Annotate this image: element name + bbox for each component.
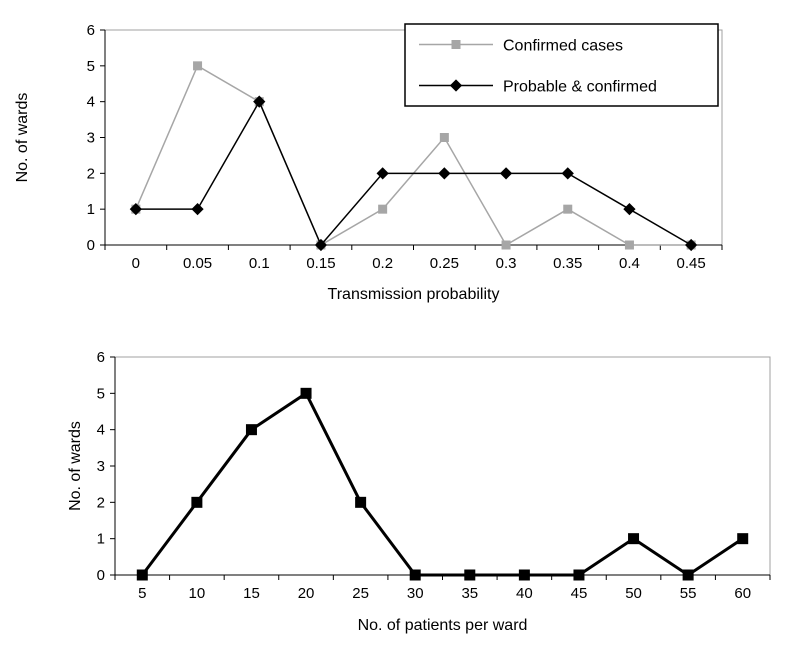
data-point-marker xyxy=(624,240,634,250)
x-tick-label: 15 xyxy=(243,585,260,602)
data-point-marker xyxy=(563,204,573,214)
data-point-marker xyxy=(464,569,476,581)
x-tick-label: 25 xyxy=(352,585,369,602)
x-tick-label: 10 xyxy=(189,585,206,602)
y-tick-label: 4 xyxy=(97,422,105,439)
x-tick-label: 30 xyxy=(407,585,424,602)
data-point-marker xyxy=(191,203,204,216)
data-point-marker xyxy=(623,203,636,216)
data-point-marker xyxy=(129,203,142,216)
x-tick-label: 0.25 xyxy=(430,255,459,272)
x-tick-label: 0.45 xyxy=(677,255,706,272)
y-axis-title: No. of wards xyxy=(67,421,84,511)
legend-box xyxy=(404,23,719,107)
y-tick-label: 2 xyxy=(97,494,105,511)
x-tick-label: 0.1 xyxy=(249,255,270,272)
y-tick-label: 5 xyxy=(87,58,95,75)
y-axis-title: No. of wards xyxy=(14,93,31,183)
data-point-marker xyxy=(518,569,530,581)
y-tick-label: 3 xyxy=(97,458,105,475)
data-point-marker xyxy=(685,238,698,252)
patients-per-ward-chart: 0 1 2 3 4 5 6 5 10 15 20 25 30 35 40 45 50 55 60 No. of pat… xyxy=(0,317,800,662)
x-tick-label: 0.05 xyxy=(183,255,212,272)
x-tick-label: 0.3 xyxy=(496,255,517,272)
plot-border xyxy=(114,356,771,576)
data-point-marker xyxy=(682,569,694,581)
data-point-marker xyxy=(409,569,421,581)
data-point-marker xyxy=(573,569,585,581)
data-point-marker xyxy=(136,569,148,581)
data-point-marker xyxy=(355,496,367,508)
y-tick-label: 0 xyxy=(97,567,105,584)
data-point-marker xyxy=(451,40,461,49)
data-point-marker xyxy=(561,167,574,180)
x-tick-label: 0.35 xyxy=(553,255,582,272)
data-point-marker xyxy=(737,533,749,545)
transmission-probability-plot: 0 1 2 3 4 5 6 0 0.05 0.1 0.15 0.2 0.25 0.3 0.35 0.4 0.45… xyxy=(14,22,723,303)
y-tick-label: 1 xyxy=(87,201,95,218)
y-tick-label: 3 xyxy=(87,130,95,147)
data-point-marker xyxy=(191,496,203,508)
x-tick-label: 35 xyxy=(461,585,478,602)
transmission-probability-chart: 0 1 2 3 4 5 6 0 0.05 0.1 0.15 0.2 0.25 0.3 0.35 0.4 0.45… xyxy=(0,0,800,317)
data-point-marker xyxy=(438,167,451,180)
x-tick-label: 40 xyxy=(516,585,533,602)
data-point-marker xyxy=(193,61,203,71)
x-tick-label: 55 xyxy=(680,585,697,602)
x-tick-label: 20 xyxy=(298,585,315,602)
series-line xyxy=(141,391,744,577)
y-tick-label: 1 xyxy=(97,531,105,548)
data-point-marker xyxy=(499,167,513,180)
x-tick-label: 0 xyxy=(132,255,140,272)
x-tick-label: 60 xyxy=(734,585,751,602)
y-tick-label: 6 xyxy=(87,22,95,39)
y-tick-label: 0 xyxy=(87,237,95,254)
x-tick-label: 0.2 xyxy=(372,255,393,272)
data-point-marker xyxy=(314,238,328,252)
y-tick-label: 5 xyxy=(97,385,105,402)
x-tick-label: 0.15 xyxy=(306,255,335,272)
legend-entry-label: Probable & confirmed xyxy=(503,79,657,96)
data-point-marker xyxy=(628,533,640,545)
data-point-marker xyxy=(378,204,388,214)
x-axis-title: Transmission probability xyxy=(328,286,500,303)
x-tick-label: 5 xyxy=(138,585,146,602)
data-point-marker xyxy=(439,133,449,142)
data-point-marker xyxy=(501,240,511,250)
y-tick-label: 2 xyxy=(87,165,95,182)
data-point-marker xyxy=(449,79,463,92)
y-tick-label: 6 xyxy=(97,349,105,366)
data-point-marker xyxy=(376,167,389,180)
legend-entry-label: Confirmed cases xyxy=(503,38,623,55)
x-tick-label: 45 xyxy=(571,585,588,602)
series-line xyxy=(135,99,692,247)
x-tick-label: 50 xyxy=(625,585,642,602)
x-axis-title: No. of patients per ward xyxy=(358,617,528,634)
y-tick-label: 4 xyxy=(87,94,95,111)
data-point-marker xyxy=(253,95,266,108)
data-point-marker xyxy=(300,387,312,399)
x-tick-label: 0.4 xyxy=(619,255,640,272)
data-point-marker xyxy=(245,424,257,436)
